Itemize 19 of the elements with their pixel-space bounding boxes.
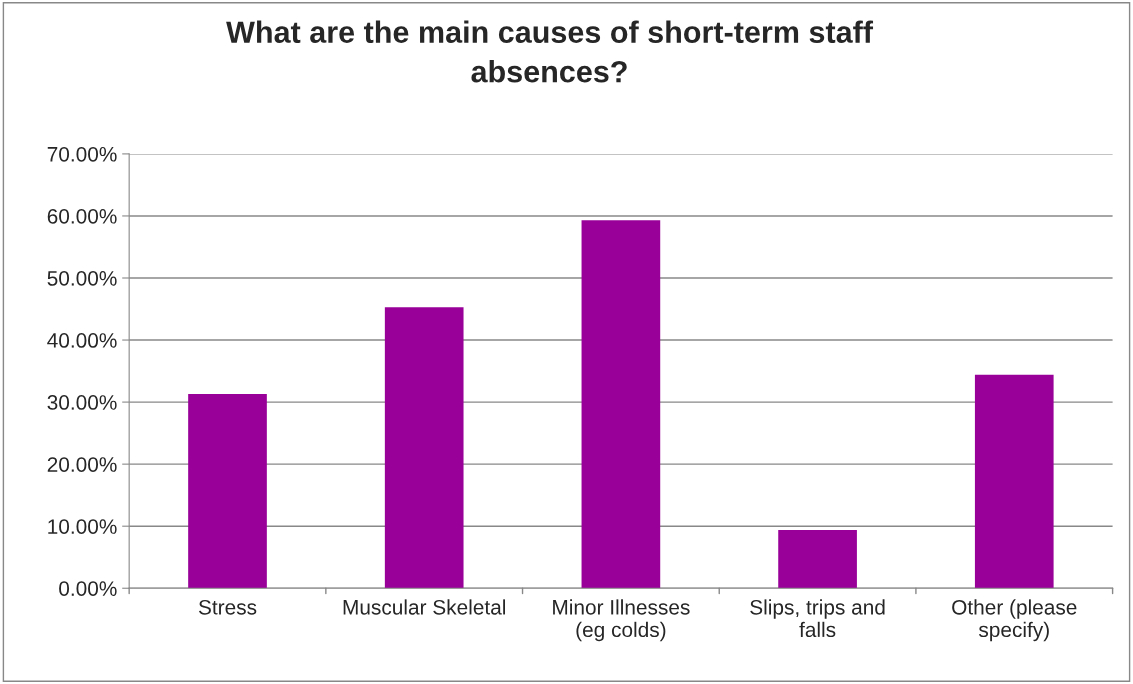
- bar: [974, 374, 1054, 589]
- y-tick-label: 30.00%: [47, 395, 117, 410]
- y-tick-label: 50.00%: [47, 271, 117, 286]
- x-tick-label: Minor Illnesses (eg colds): [553, 599, 690, 642]
- bar: [581, 220, 661, 589]
- x-tick-label: Other (please specify): [952, 599, 1077, 642]
- y-tick-label: 60.00%: [47, 208, 117, 224]
- x-tick-label: Stress: [198, 599, 257, 615]
- chart-title: What are the main causes of short-term staff absences?: [226, 20, 874, 83]
- bar: [188, 394, 267, 589]
- x-tick-label: Muscular Skeletal: [343, 599, 506, 615]
- bar: [778, 529, 857, 589]
- y-tick-label: 40.00%: [47, 333, 117, 348]
- y-tick-label: 70.00%: [47, 146, 117, 162]
- bar: [384, 307, 464, 589]
- y-tick-label: 10.00%: [48, 519, 117, 534]
- x-tick-label: Slips, trips and falls: [750, 599, 885, 638]
- y-tick-label: 0.00%: [59, 581, 117, 596]
- y-tick-label: 20.00%: [47, 457, 117, 472]
